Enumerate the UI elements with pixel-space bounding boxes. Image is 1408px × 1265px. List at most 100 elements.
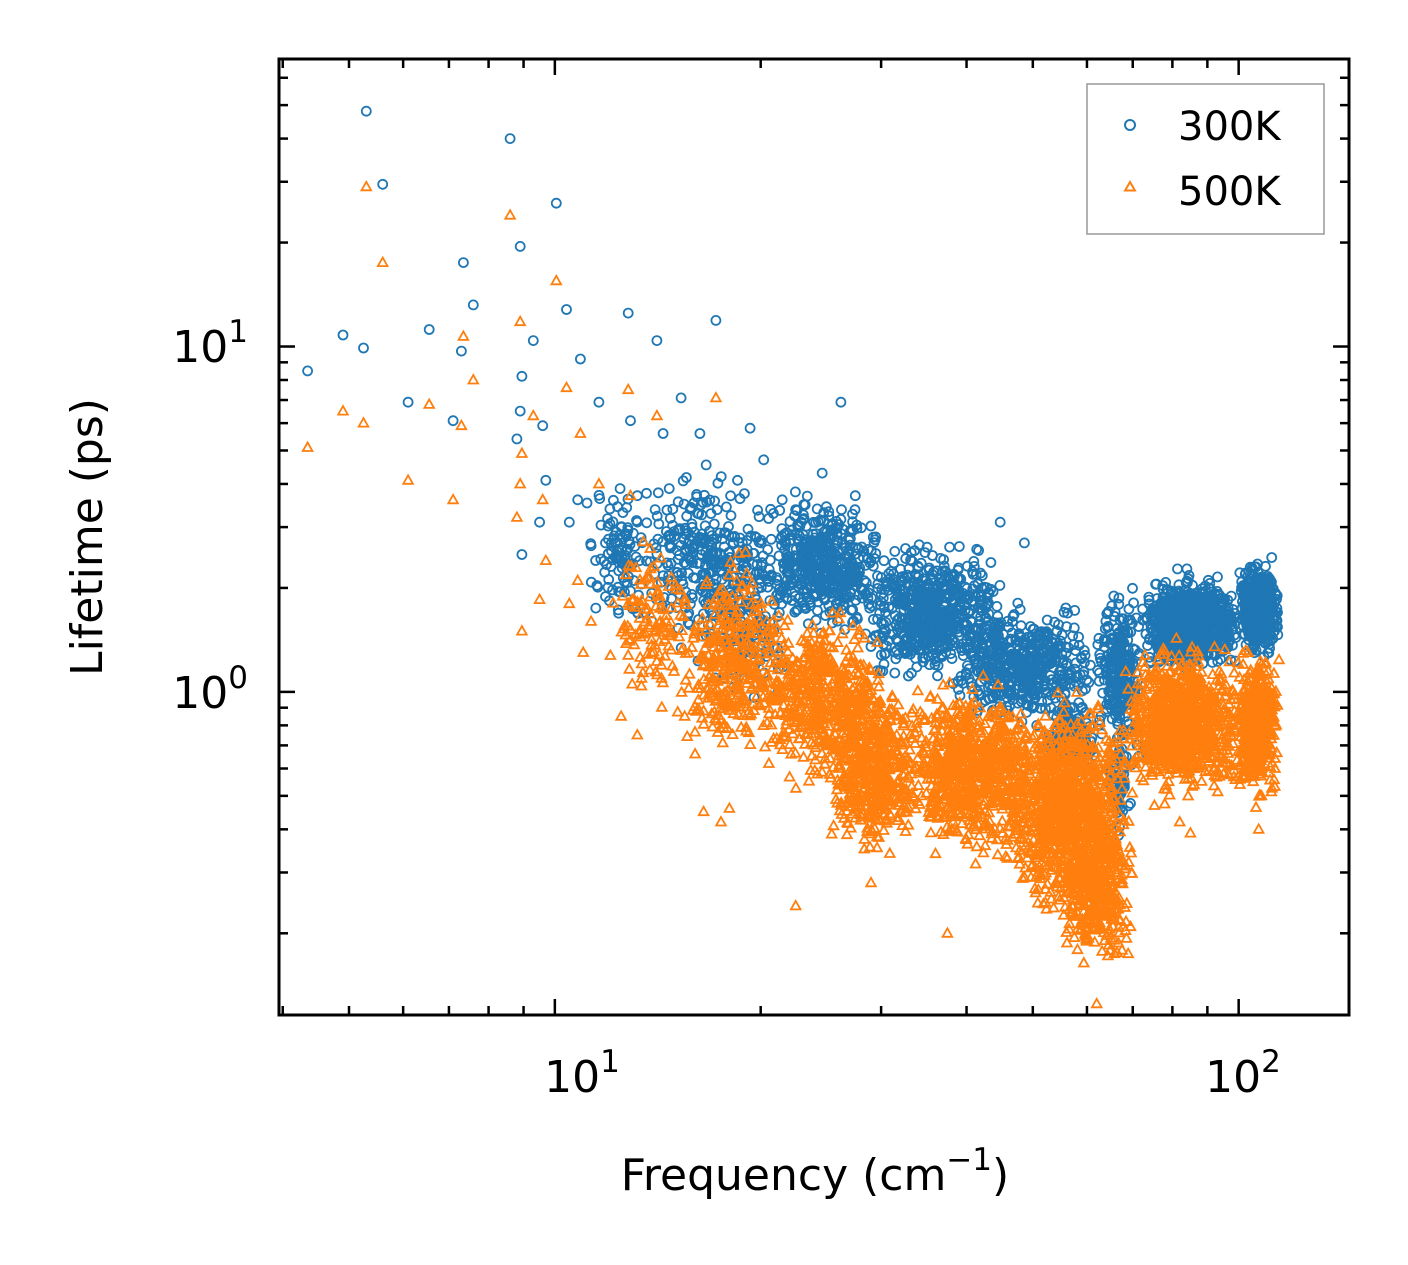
data-point-300k	[963, 672, 975, 684]
data-point-300k	[1038, 627, 1050, 639]
data-point-500k	[615, 625, 628, 637]
data-point-300k	[1111, 686, 1123, 698]
data-point-500k	[359, 179, 373, 192]
data-point-300k	[563, 516, 575, 528]
data-point-500k	[789, 899, 803, 911]
data-point-300k	[977, 628, 988, 640]
data-point-300k	[944, 638, 956, 650]
data-point-300k	[931, 609, 942, 621]
data-point-300k	[907, 611, 918, 623]
data-point-300k	[800, 603, 812, 614]
data-point-300k	[904, 605, 915, 617]
data-point-300k	[851, 523, 863, 534]
data-point-500k	[851, 641, 865, 653]
data-point-300k	[590, 555, 601, 566]
data-point-300k	[785, 535, 796, 546]
data-point-300k	[655, 576, 667, 588]
data-point-300k	[793, 593, 804, 604]
data-point-300k	[976, 622, 987, 634]
data-point-300k	[1061, 657, 1073, 669]
data-point-300k	[920, 575, 931, 587]
data-point-300k	[893, 648, 904, 660]
data-point-300k	[820, 536, 832, 548]
data-point-300k	[844, 525, 856, 537]
data-point-300k	[920, 630, 931, 642]
data-point-300k	[946, 653, 958, 664]
data-point-300k	[651, 335, 663, 347]
data-point-300k	[776, 523, 788, 534]
data-point-300k	[1012, 597, 1024, 609]
data-point-300k	[302, 365, 314, 377]
data-point-300k	[895, 580, 906, 592]
data-point-300k	[1045, 658, 1056, 670]
data-point-300k	[680, 558, 692, 570]
data-point-300k	[1037, 645, 1049, 657]
data-point-300k	[971, 641, 982, 652]
data-point-300k	[1266, 552, 1278, 563]
data-point-300k	[826, 551, 837, 563]
data-point-300k	[991, 601, 1003, 612]
data-point-300k	[686, 589, 698, 600]
data-point-300k	[1025, 642, 1037, 654]
data-point-300k	[889, 667, 901, 679]
data-point-300k	[800, 553, 811, 565]
data-point-300k	[663, 483, 675, 495]
data-point-500k	[515, 446, 529, 458]
data-point-300k	[595, 553, 607, 565]
data-point-300k	[1104, 686, 1116, 698]
data-point-300k	[1005, 633, 1016, 645]
data-point-300k	[1108, 590, 1120, 602]
data-point-300k	[625, 415, 636, 427]
data-point-300k	[1026, 678, 1038, 690]
data-point-300k	[1060, 647, 1072, 659]
data-point-300k	[868, 614, 879, 625]
data-point-300k	[1005, 680, 1017, 691]
data-point-300k	[527, 335, 539, 347]
data-point-300k	[986, 656, 998, 667]
data-point-300k	[869, 534, 881, 546]
data-point-300k	[602, 548, 614, 560]
data-point-300k	[994, 580, 1006, 591]
data-point-300k	[1014, 604, 1026, 615]
data-point-300k	[1027, 623, 1039, 635]
data-point-300k	[1026, 674, 1038, 686]
data-point-300k	[1017, 687, 1029, 699]
data-point-300k	[971, 543, 983, 555]
data-point-300k	[1003, 636, 1014, 647]
data-point-500k	[679, 673, 693, 685]
data-point-500k	[604, 648, 617, 660]
data-point-300k	[908, 613, 920, 624]
data-point-300k	[891, 633, 902, 645]
data-point-500k	[510, 510, 524, 522]
data-point-300k	[820, 610, 831, 621]
data-point-300k	[935, 577, 947, 589]
data-point-300k	[704, 494, 716, 506]
data-point-300k	[1074, 669, 1086, 680]
data-point-300k	[1122, 626, 1133, 638]
data-point-300k	[860, 588, 872, 600]
data-point-300k	[875, 665, 886, 677]
data-point-300k	[511, 433, 523, 445]
data-point-300k	[1092, 665, 1104, 676]
data-point-300k	[1124, 614, 1136, 626]
data-point-300k	[550, 197, 562, 209]
data-point-500k	[513, 314, 527, 327]
data-point-300k	[757, 550, 769, 562]
data-point-300k	[504, 133, 516, 145]
data-point-300k	[789, 574, 801, 586]
data-point-300k	[997, 628, 1009, 640]
data-point-300k	[862, 544, 874, 555]
data-point-300k	[840, 593, 851, 604]
data-point-300k	[828, 578, 840, 590]
data-point-300k	[664, 529, 676, 541]
data-point-300k	[791, 527, 803, 539]
data-point-300k	[1123, 603, 1135, 615]
data-point-300k	[973, 588, 984, 599]
data-point-300k	[948, 568, 960, 580]
data-point-300k	[981, 620, 993, 631]
data-point-300k	[634, 555, 645, 567]
data-point-500k	[513, 477, 527, 489]
data-point-300k	[1007, 662, 1019, 674]
data-point-300k	[980, 639, 992, 650]
data-point-300k	[514, 240, 526, 252]
